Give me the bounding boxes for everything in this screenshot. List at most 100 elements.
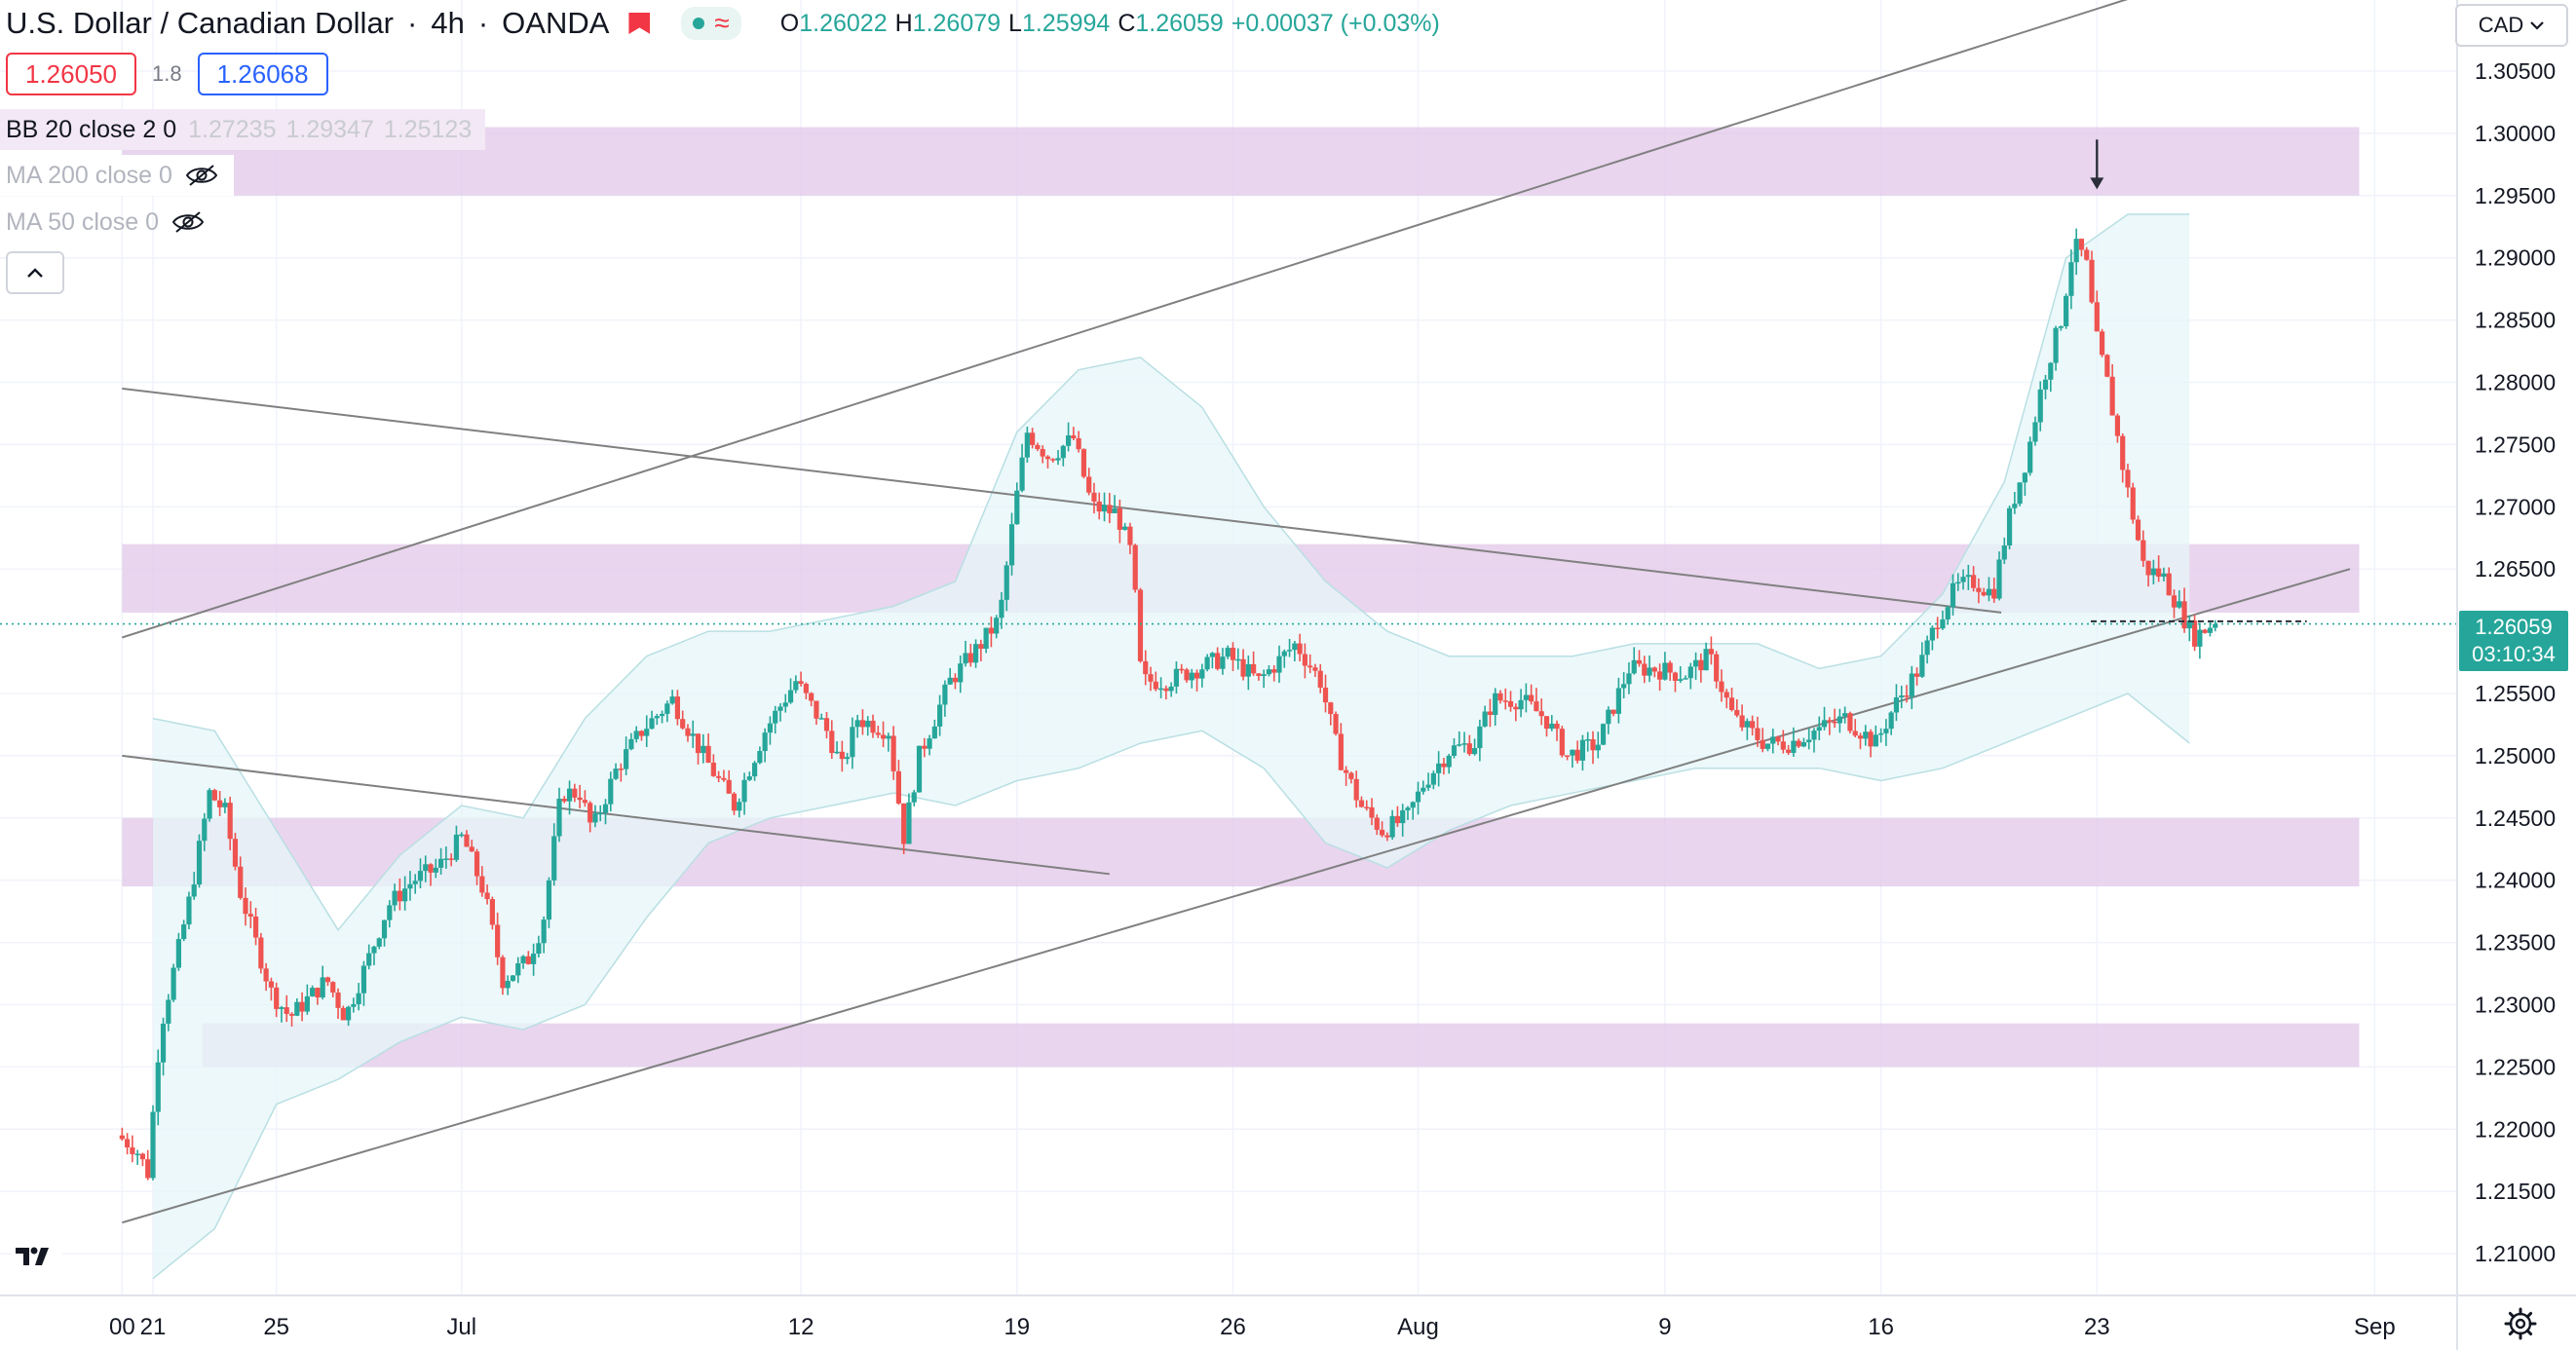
chevron-up-icon [27, 268, 43, 278]
candle-body [1286, 650, 1293, 652]
candle-body [531, 954, 537, 964]
candle-body [238, 866, 244, 898]
flag-icon[interactable] [628, 13, 651, 34]
candle-body [1760, 739, 1765, 749]
collapse-legend-button[interactable] [6, 251, 64, 294]
candle-body [1482, 711, 1488, 727]
settings-gear-icon[interactable] [2504, 1307, 2537, 1340]
candle-body [624, 749, 629, 769]
candle-body [268, 981, 275, 988]
candle-body [1538, 711, 1544, 717]
eye-off-icon[interactable] [170, 210, 206, 234]
candle-body [2073, 239, 2079, 263]
candle-body [525, 956, 531, 964]
candle-body [845, 757, 851, 760]
candle-body [1796, 740, 1801, 747]
candle-body [644, 729, 650, 736]
candle-body [279, 1007, 284, 1009]
candle-body [746, 776, 752, 780]
candle-body [701, 745, 706, 754]
candle-body [1281, 651, 1287, 656]
candle-body [994, 618, 1000, 634]
time-tick-label: 16 [1868, 1314, 1894, 1340]
candle-body [1297, 643, 1303, 655]
eye-off-icon[interactable] [184, 164, 219, 187]
candle-body [710, 762, 716, 776]
market-status-icon[interactable]: ≈ [681, 7, 741, 40]
candle-body [1055, 458, 1061, 461]
tradingview-logo-icon[interactable] [12, 1239, 62, 1274]
candle-body [1842, 713, 1848, 717]
candle-body [793, 681, 799, 691]
low-value: 1.25994 [1021, 9, 1111, 37]
symbol-name[interactable]: U.S. Dollar / Canadian Dollar [6, 6, 395, 40]
candle-body [181, 924, 187, 940]
candle-body [1837, 716, 1842, 724]
candle-body [1302, 654, 1307, 666]
candle-body [315, 988, 321, 998]
candle-body [2130, 487, 2136, 520]
candle-body [299, 1001, 305, 1012]
indicator-legend-ma50[interactable]: MA 50 close 0 [0, 202, 234, 243]
candle-body [551, 836, 557, 881]
candle-body [695, 733, 701, 754]
interval-label[interactable]: 4h [431, 6, 465, 40]
candle-body [345, 1006, 352, 1021]
candle-body [1307, 665, 1313, 668]
candle-body [1579, 739, 1586, 761]
candle-body [751, 763, 758, 777]
candle-body [978, 644, 984, 649]
candle-body [1441, 763, 1447, 768]
time-tick-label: 19 [1004, 1314, 1030, 1340]
indicator-name[interactable]: MA 50 close 0 [6, 207, 160, 236]
candle-body [2171, 595, 2178, 608]
indicator-legend-ma200[interactable]: MA 200 close 0 [0, 155, 234, 196]
low-label: L [1008, 9, 1022, 37]
candle-body [1353, 778, 1359, 801]
candle-body [737, 802, 742, 811]
time-tick-label: 25 [263, 1314, 289, 1340]
candle-body [356, 993, 361, 1004]
candle-body [1626, 673, 1632, 685]
candle-body [1466, 743, 1472, 755]
currency-selector[interactable]: CAD [2455, 4, 2568, 47]
candle-body [474, 851, 480, 877]
bollinger-upper-band [152, 213, 2190, 932]
candle-body [1117, 507, 1122, 530]
candle-body [2001, 545, 2007, 560]
candle-body [1245, 663, 1251, 677]
candle-body [211, 790, 217, 801]
indicator-name[interactable]: MA 200 close 0 [6, 161, 172, 189]
candle-body [1565, 755, 1571, 758]
time-axis[interactable]: 00 21 25 Jul 12 19 26 Aug 9 16 23 Sep [0, 1294, 2576, 1340]
candle-body [130, 1147, 135, 1154]
candle-body [546, 880, 552, 920]
indicator-legend-bb[interactable]: BB 20 close 2 0 1.27235 1.29347 1.25123 [0, 109, 485, 150]
candle-body [1369, 806, 1375, 818]
candle-body [608, 778, 614, 805]
candle-body [880, 734, 887, 739]
candle-body [2012, 504, 2018, 508]
candle-body [1184, 669, 1190, 681]
candle-body [217, 800, 223, 807]
candle-body [1827, 720, 1833, 722]
candle-body [859, 720, 866, 728]
price-axis[interactable]: 1.30500 1.30000 1.29500 1.29000 1.28500 1.280… [2456, 0, 2556, 1350]
candle-body [597, 812, 603, 815]
candle-body [1534, 701, 1539, 712]
candle-body [1317, 670, 1323, 688]
bb-upper-value: 1.29347 [285, 115, 374, 143]
candle-body [1215, 653, 1221, 669]
sell-button[interactable]: 1.26050 [6, 53, 136, 95]
candle-body [1158, 688, 1164, 691]
indicator-name[interactable]: BB 20 close 2 0 [6, 115, 177, 143]
candle-body [1127, 526, 1133, 545]
candle-body [972, 644, 979, 663]
buy-button[interactable]: 1.26068 [197, 53, 328, 95]
price-tick-label: 1.30500 [2475, 58, 2556, 84]
candle-body [392, 890, 398, 906]
candle-body [1909, 673, 1914, 697]
candle-body [2099, 331, 2105, 356]
candle-body [1328, 702, 1334, 714]
